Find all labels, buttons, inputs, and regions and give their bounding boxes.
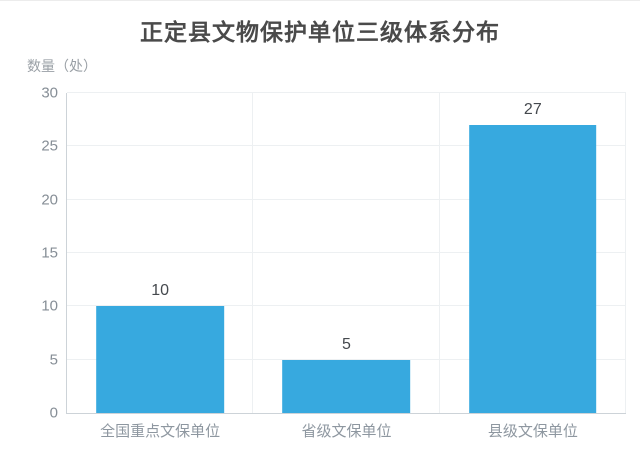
gridline-horizontal xyxy=(67,198,626,200)
y-axis-tick-label: 30 xyxy=(41,84,58,102)
y-axis-tick-label: 10 xyxy=(41,297,58,315)
bar-3[interactable] xyxy=(469,125,597,413)
x-axis-category-label: 省级文保单位 xyxy=(301,423,392,440)
category-band: 5 省级文保单位 xyxy=(253,93,439,440)
gridline-horizontal xyxy=(67,252,626,253)
gridline-vertical xyxy=(625,93,626,413)
y-axis-name: 数量（处） xyxy=(27,58,97,74)
bar-1[interactable] xyxy=(96,306,224,413)
bar-value-label: 10 xyxy=(151,282,170,300)
category-band: 27 县级文保单位 xyxy=(440,93,626,440)
bar-value-label: 27 xyxy=(523,101,542,118)
gridline-horizontal xyxy=(67,358,626,360)
bar-2[interactable] xyxy=(282,359,411,413)
x-axis-category-label: 全国重点文保单位 xyxy=(100,423,221,440)
x-axis-category-label: 县级文保单位 xyxy=(487,423,578,440)
bar-value-label: 5 xyxy=(342,335,351,353)
y-axis-tick-label: 25 xyxy=(41,137,58,155)
y-axis-tick-label: 0 xyxy=(49,404,58,422)
y-axis-tick-label: 5 xyxy=(49,351,58,369)
plot-area: 0 5 10 15 20 25 30 10 全国重点文保单位 5 省级文保单位 27 县级文保单位 xyxy=(41,85,626,440)
category-band: 10 全国重点文保单位 xyxy=(67,93,253,440)
gridline-vertical xyxy=(438,93,440,413)
chart-title: 正定县文物保护单位三级体系分布 xyxy=(140,19,500,45)
gridline-vertical xyxy=(252,93,254,413)
y-axis-tick-label: 15 xyxy=(41,244,58,262)
gridline-horizontal xyxy=(67,145,626,147)
gridline-horizontal xyxy=(67,92,626,93)
gridline-horizontal xyxy=(67,305,626,307)
y-axis-tick-label: 20 xyxy=(41,191,58,209)
